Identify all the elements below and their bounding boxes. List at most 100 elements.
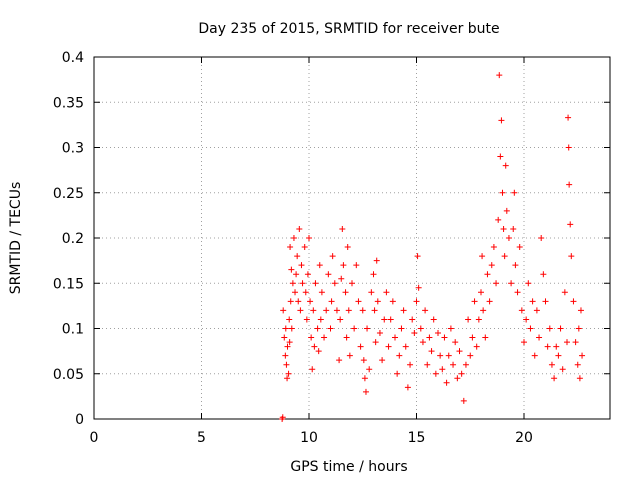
data-point [331, 280, 338, 287]
data-point [495, 216, 502, 223]
data-point [548, 361, 555, 368]
data-point [407, 361, 414, 368]
data-point [373, 257, 380, 264]
data-point [501, 253, 508, 260]
data-point [309, 366, 316, 373]
data-point [323, 307, 330, 314]
data-point [450, 361, 457, 368]
data-point [544, 343, 551, 350]
data-point [288, 325, 295, 332]
y-tick-label: 0.3 [62, 141, 84, 157]
data-point [371, 307, 378, 314]
data-point [505, 235, 512, 241]
y-tick-label: 0.25 [53, 186, 84, 202]
data-point [294, 253, 301, 260]
data-point [372, 339, 379, 346]
data-point [281, 334, 288, 341]
data-point [342, 289, 349, 296]
y-tick-label: 0.15 [53, 276, 84, 292]
data-point [496, 72, 503, 79]
data-point [414, 253, 421, 260]
data-point [279, 414, 286, 421]
data-point [310, 307, 317, 314]
data-point [559, 366, 566, 373]
data-point [396, 352, 403, 359]
data-point [339, 225, 346, 232]
data-point [299, 280, 306, 287]
data-point [576, 375, 583, 382]
data-point [286, 339, 293, 346]
data-point [437, 352, 444, 359]
data-point [282, 352, 289, 359]
data-point [511, 189, 518, 196]
data-point [508, 280, 515, 287]
data-point [499, 189, 506, 196]
data-point [345, 307, 352, 314]
data-point [479, 253, 486, 260]
data-point [498, 117, 505, 124]
data-point [490, 244, 497, 251]
data-point [333, 307, 340, 314]
data-point [523, 316, 530, 323]
x-axis-label: GPS time / hours [290, 459, 407, 475]
data-point [385, 343, 392, 350]
data-point [413, 298, 420, 305]
data-point [439, 366, 446, 373]
data-point [392, 334, 398, 341]
y-tick-label: 0.4 [62, 50, 84, 66]
data-point [311, 343, 318, 350]
data-point [452, 339, 459, 346]
data-point [553, 343, 560, 350]
ticks: 0 5 10 15 20 0 0.05 0.1 0.15 0.2 0.25 0.3 0.35 0.4 [53, 50, 610, 446]
data-point [415, 284, 422, 291]
data-point [566, 181, 573, 188]
data-point [316, 262, 323, 269]
data-point [447, 325, 454, 332]
x-tick-label: 0 [90, 430, 99, 446]
data-point [579, 352, 586, 359]
data-point [445, 352, 452, 359]
data-point [557, 325, 564, 332]
data-point [454, 375, 461, 382]
data-point [424, 361, 431, 368]
data-point [462, 361, 469, 368]
data-point [555, 352, 562, 359]
data-point [314, 325, 321, 332]
data-point [282, 325, 289, 332]
data-point [529, 298, 536, 305]
data-point [340, 262, 347, 269]
data-point [503, 207, 510, 214]
data-point [349, 280, 355, 287]
data-point [285, 370, 292, 377]
data-point [426, 334, 433, 341]
x-tick-label: 15 [408, 430, 426, 446]
y-tick-label: 0.35 [53, 95, 84, 111]
data-point [486, 298, 493, 305]
data-point [432, 370, 439, 377]
data-point [409, 316, 416, 323]
data-point [338, 275, 345, 282]
data-point [473, 343, 480, 350]
data-point [283, 361, 290, 368]
data-point [290, 235, 297, 241]
data-point [488, 262, 495, 269]
data-point [303, 316, 310, 323]
data-point [411, 330, 418, 337]
data-point [575, 325, 582, 332]
data-point [318, 289, 325, 296]
data-point [527, 325, 534, 332]
data-point [572, 339, 579, 346]
data-point [346, 352, 353, 359]
data-point [321, 334, 328, 341]
data-point [361, 375, 368, 382]
data-point [443, 379, 450, 386]
data-point [518, 307, 525, 314]
data-point [570, 298, 577, 305]
data-point [502, 162, 509, 169]
data-point [387, 316, 394, 323]
data-point [374, 298, 381, 305]
data-point [516, 244, 523, 251]
data-point [355, 298, 362, 305]
